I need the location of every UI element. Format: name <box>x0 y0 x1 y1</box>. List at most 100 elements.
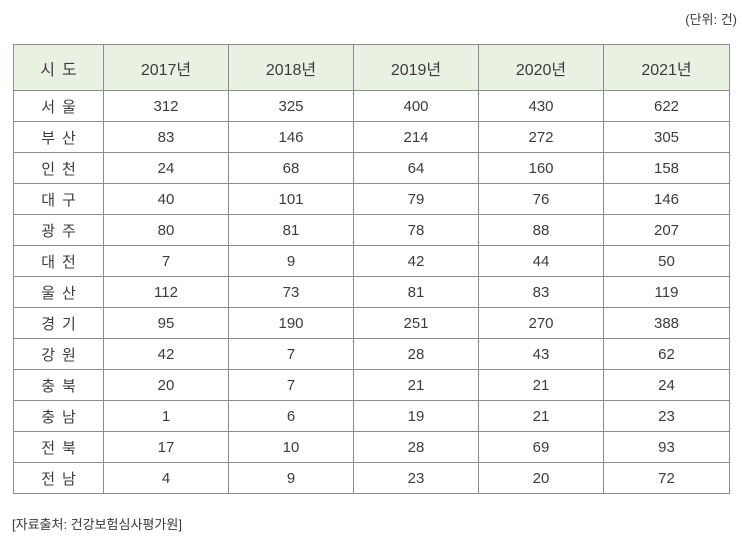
table-row: 부산 83 146 214 272 305 <box>13 121 730 153</box>
value-cell: 78 <box>353 214 479 246</box>
value-cell: 101 <box>228 183 354 215</box>
value-cell: 312 <box>103 90 229 122</box>
value-cell: 272 <box>478 121 604 153</box>
value-cell: 88 <box>478 214 604 246</box>
value-cell: 24 <box>603 369 730 401</box>
table-row: 울산 112 73 81 83 119 <box>13 276 730 308</box>
value-cell: 42 <box>103 338 229 370</box>
table-row: 충남 1 6 19 21 23 <box>13 400 730 432</box>
value-cell: 190 <box>228 307 354 339</box>
value-cell: 44 <box>478 245 604 277</box>
column-header-year: 2017년 <box>103 44 229 91</box>
column-header-year: 2020년 <box>478 44 604 91</box>
value-cell: 93 <box>603 431 730 463</box>
value-cell: 6 <box>228 400 354 432</box>
table-row: 광주 80 81 78 88 207 <box>13 214 730 246</box>
value-cell: 4 <box>103 462 229 494</box>
region-year-table: 시도 2017년 2018년 2019년 2020년 2021년 서울 312 325 400 4… <box>13 44 730 494</box>
value-cell: 622 <box>603 90 730 122</box>
value-cell: 325 <box>228 90 354 122</box>
table-row: 대전 7 9 42 44 50 <box>13 245 730 277</box>
value-cell: 1 <box>103 400 229 432</box>
value-cell: 10 <box>228 431 354 463</box>
value-cell: 214 <box>353 121 479 153</box>
table-row: 서울 312 325 400 430 622 <box>13 90 730 122</box>
region-cell: 경기 <box>13 307 104 339</box>
column-header-year: 2018년 <box>228 44 354 91</box>
value-cell: 160 <box>478 152 604 184</box>
value-cell: 95 <box>103 307 229 339</box>
region-cell: 충남 <box>13 400 104 432</box>
value-cell: 9 <box>228 245 354 277</box>
table-row: 충북 20 7 21 21 24 <box>13 369 730 401</box>
table-row: 경기 95 190 251 270 388 <box>13 307 730 339</box>
column-header-region: 시도 <box>13 44 104 91</box>
value-cell: 270 <box>478 307 604 339</box>
table-row: 전남 4 9 23 20 72 <box>13 462 730 494</box>
region-cell: 광주 <box>13 214 104 246</box>
region-cell: 전북 <box>13 431 104 463</box>
value-cell: 83 <box>478 276 604 308</box>
value-cell: 73 <box>228 276 354 308</box>
value-cell: 40 <box>103 183 229 215</box>
value-cell: 42 <box>353 245 479 277</box>
region-cell: 충북 <box>13 369 104 401</box>
column-header-year: 2019년 <box>353 44 479 91</box>
value-cell: 80 <box>103 214 229 246</box>
column-header-year: 2021년 <box>603 44 730 91</box>
table-body: 서울 312 325 400 430 622 부산 83 146 214 272 305 인천 24 68 6… <box>13 90 730 494</box>
table-row: 전북 17 10 28 69 93 <box>13 431 730 463</box>
value-cell: 119 <box>603 276 730 308</box>
value-cell: 68 <box>228 152 354 184</box>
value-cell: 400 <box>353 90 479 122</box>
table-header-row: 시도 2017년 2018년 2019년 2020년 2021년 <box>13 44 730 91</box>
value-cell: 7 <box>228 338 354 370</box>
value-cell: 388 <box>603 307 730 339</box>
value-cell: 76 <box>478 183 604 215</box>
table-row: 대구 40 101 79 76 146 <box>13 183 730 215</box>
value-cell: 62 <box>603 338 730 370</box>
value-cell: 21 <box>353 369 479 401</box>
source-note: [자료출처: 건강보험심사평가원] <box>12 517 182 532</box>
value-cell: 21 <box>478 400 604 432</box>
value-cell: 64 <box>353 152 479 184</box>
region-cell: 인천 <box>13 152 104 184</box>
value-cell: 81 <box>353 276 479 308</box>
value-cell: 20 <box>103 369 229 401</box>
value-cell: 21 <box>478 369 604 401</box>
value-cell: 146 <box>603 183 730 215</box>
value-cell: 69 <box>478 431 604 463</box>
value-cell: 23 <box>353 462 479 494</box>
value-cell: 23 <box>603 400 730 432</box>
value-cell: 112 <box>103 276 229 308</box>
table-row: 인천 24 68 64 160 158 <box>13 152 730 184</box>
value-cell: 158 <box>603 152 730 184</box>
region-cell: 강원 <box>13 338 104 370</box>
unit-note: (단위: 건) <box>685 12 737 27</box>
value-cell: 305 <box>603 121 730 153</box>
value-cell: 24 <box>103 152 229 184</box>
value-cell: 43 <box>478 338 604 370</box>
value-cell: 20 <box>478 462 604 494</box>
region-cell: 대전 <box>13 245 104 277</box>
value-cell: 81 <box>228 214 354 246</box>
value-cell: 7 <box>228 369 354 401</box>
value-cell: 28 <box>353 431 479 463</box>
value-cell: 83 <box>103 121 229 153</box>
value-cell: 28 <box>353 338 479 370</box>
table-row: 강원 42 7 28 43 62 <box>13 338 730 370</box>
value-cell: 9 <box>228 462 354 494</box>
region-cell: 울산 <box>13 276 104 308</box>
region-cell: 서울 <box>13 90 104 122</box>
value-cell: 251 <box>353 307 479 339</box>
value-cell: 430 <box>478 90 604 122</box>
region-cell: 부산 <box>13 121 104 153</box>
value-cell: 79 <box>353 183 479 215</box>
region-cell: 대구 <box>13 183 104 215</box>
value-cell: 17 <box>103 431 229 463</box>
table-header: 시도 2017년 2018년 2019년 2020년 2021년 <box>13 44 730 91</box>
value-cell: 72 <box>603 462 730 494</box>
value-cell: 50 <box>603 245 730 277</box>
value-cell: 146 <box>228 121 354 153</box>
